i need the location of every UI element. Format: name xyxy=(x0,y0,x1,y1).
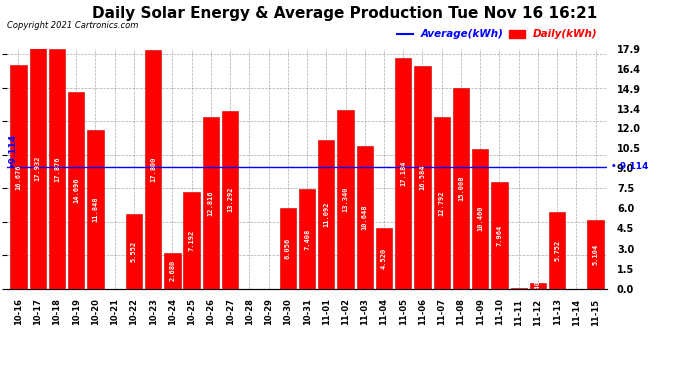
Bar xyxy=(10,65,27,289)
Bar xyxy=(145,50,161,289)
Text: •9.114: •9.114 xyxy=(8,132,17,166)
Text: 7.192: 7.192 xyxy=(188,230,195,251)
Bar xyxy=(414,66,431,289)
Bar xyxy=(376,228,392,289)
Text: 11.848: 11.848 xyxy=(92,196,99,222)
Bar xyxy=(87,130,104,289)
Text: 5.552: 5.552 xyxy=(131,241,137,262)
Text: 12.792: 12.792 xyxy=(439,190,445,216)
Bar xyxy=(549,211,565,289)
Text: 10.460: 10.460 xyxy=(477,206,483,231)
Bar xyxy=(49,49,65,289)
Bar xyxy=(472,148,489,289)
Bar xyxy=(184,192,200,289)
Bar xyxy=(357,146,373,289)
Text: Daily Solar Energy & Average Production Tue Nov 16 16:21: Daily Solar Energy & Average Production … xyxy=(92,6,598,21)
Text: 12.816: 12.816 xyxy=(208,190,214,216)
Text: 4.520: 4.520 xyxy=(381,248,387,269)
Text: 17.184: 17.184 xyxy=(400,161,406,186)
Text: 11.092: 11.092 xyxy=(324,202,329,227)
Text: 15.008: 15.008 xyxy=(458,176,464,201)
Text: 7.964: 7.964 xyxy=(496,225,502,246)
Bar xyxy=(433,117,450,289)
Bar xyxy=(203,117,219,289)
Bar xyxy=(453,87,469,289)
Text: Copyright 2021 Cartronics.com: Copyright 2021 Cartronics.com xyxy=(7,21,138,30)
Text: 5.104: 5.104 xyxy=(593,244,599,265)
Bar xyxy=(279,207,296,289)
Text: 17.932: 17.932 xyxy=(34,156,41,181)
Bar xyxy=(337,110,354,289)
Bar xyxy=(68,92,84,289)
Text: 16.676: 16.676 xyxy=(15,164,21,190)
Bar xyxy=(395,58,411,289)
Text: 17.800: 17.800 xyxy=(150,157,156,182)
Text: 13.340: 13.340 xyxy=(342,187,348,212)
Text: 10.648: 10.648 xyxy=(362,205,368,230)
Text: 16.584: 16.584 xyxy=(420,165,426,190)
Text: • 9.114: • 9.114 xyxy=(611,162,649,171)
Text: 14.696: 14.696 xyxy=(73,177,79,203)
Bar xyxy=(30,48,46,289)
Text: 17.876: 17.876 xyxy=(54,156,60,182)
Text: 13.292: 13.292 xyxy=(227,187,233,212)
Bar xyxy=(491,182,508,289)
Bar xyxy=(164,253,181,289)
Bar xyxy=(299,189,315,289)
Text: 0.404: 0.404 xyxy=(535,275,541,297)
Bar xyxy=(318,140,335,289)
Bar xyxy=(587,220,604,289)
Text: 7.408: 7.408 xyxy=(304,228,310,250)
Text: 2.680: 2.680 xyxy=(169,260,175,281)
Bar xyxy=(530,284,546,289)
Bar xyxy=(511,288,527,289)
Text: 5.752: 5.752 xyxy=(554,240,560,261)
Bar xyxy=(126,214,142,289)
Bar xyxy=(222,111,238,289)
Legend: Average(kWh), Daily(kWh): Average(kWh), Daily(kWh) xyxy=(393,25,602,44)
Text: 6.056: 6.056 xyxy=(285,237,290,259)
